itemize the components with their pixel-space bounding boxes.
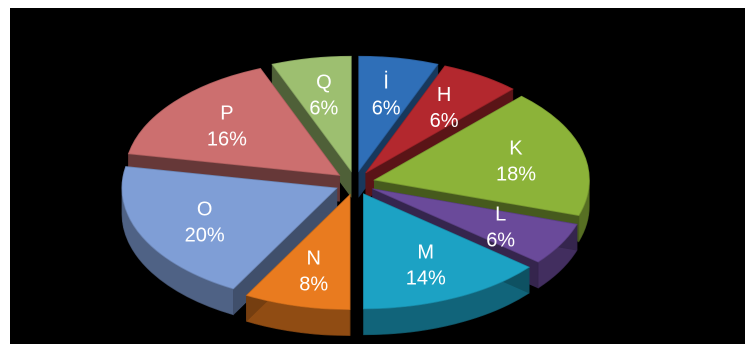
chart-area: İ 6% H 6% K 18% L 6% M 14% N 8% O 20% P 16% Q 6% bbox=[10, 8, 745, 344]
slice-label-8: Q bbox=[316, 71, 332, 93]
slice-label-7: P bbox=[220, 103, 233, 125]
slice-label-4: M bbox=[417, 242, 434, 264]
slice-label-3: L bbox=[495, 203, 506, 225]
slice-percent-6: 20% bbox=[185, 224, 225, 246]
slice-percent-2: 18% bbox=[496, 164, 536, 186]
slice-label-1: H bbox=[437, 84, 451, 106]
slice-percent-4: 14% bbox=[406, 268, 446, 290]
pie-slice-4 bbox=[363, 193, 531, 336]
slice-label-0: İ bbox=[383, 70, 389, 93]
slice-label-5: N bbox=[306, 247, 320, 269]
slice-percent-7: 16% bbox=[207, 129, 247, 151]
slice-percent-8: 6% bbox=[309, 97, 338, 119]
slice-percent-1: 6% bbox=[430, 110, 459, 132]
slice-label-2: K bbox=[509, 138, 523, 160]
slice-percent-0: 6% bbox=[372, 97, 401, 119]
pie-slice-5 bbox=[245, 193, 351, 336]
slice-percent-3: 6% bbox=[486, 229, 515, 251]
pie-slice-6 bbox=[121, 166, 338, 316]
slice-percent-5: 8% bbox=[299, 273, 328, 295]
pie-chart: İ 6% H 6% K 18% L 6% M 14% N 8% O 20% P 16% Q 6% bbox=[121, 55, 590, 336]
slice-label-6: O bbox=[197, 198, 213, 220]
